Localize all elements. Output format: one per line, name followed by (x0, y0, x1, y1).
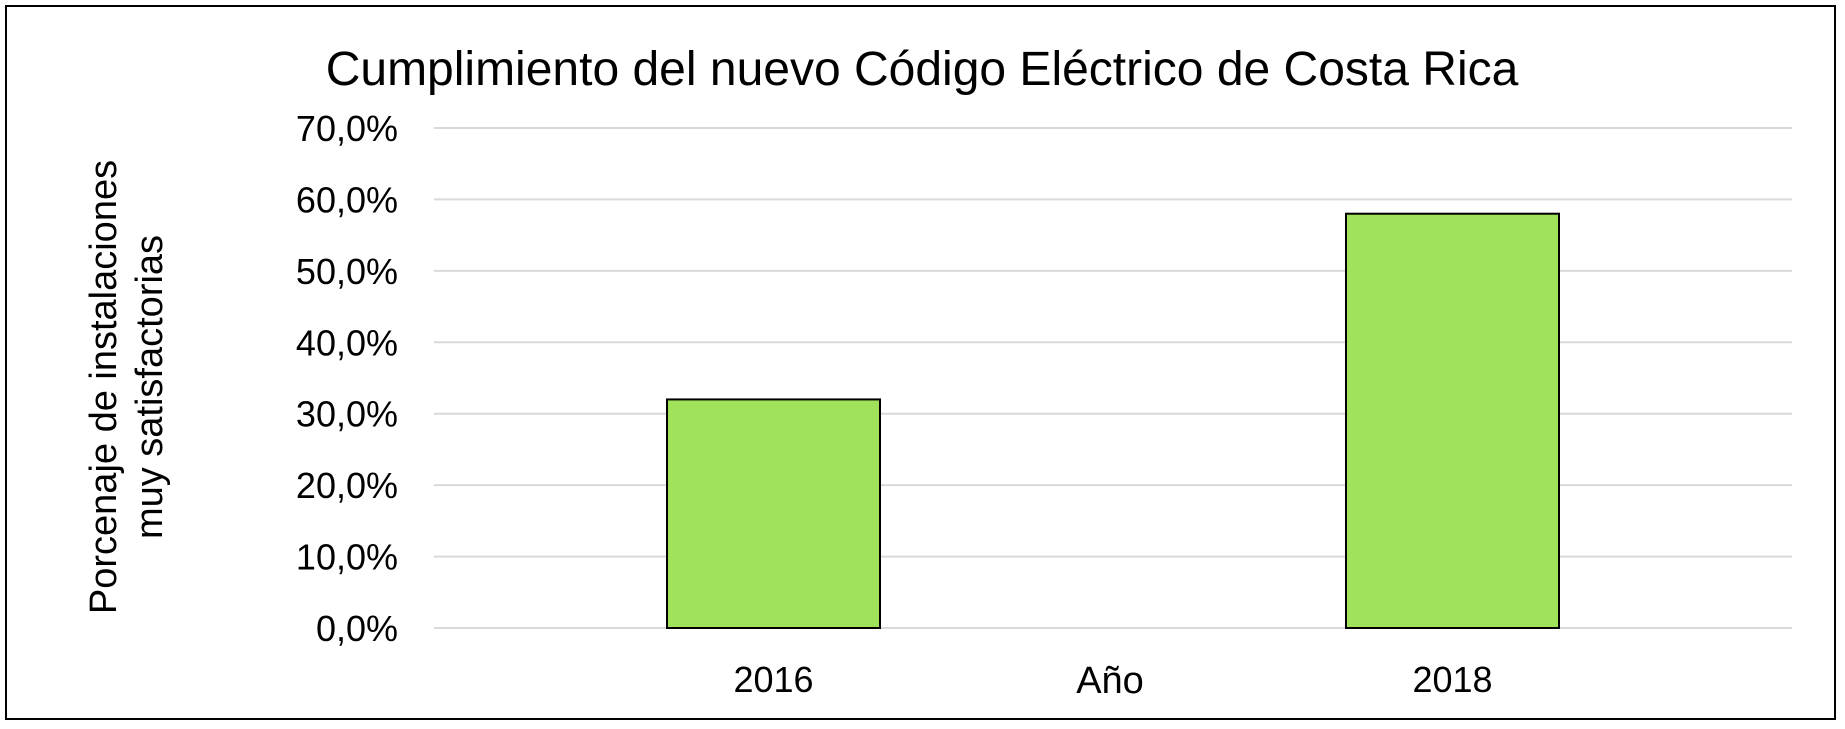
x-tick-label: 2018 (1412, 659, 1492, 700)
x-tick-label: 2016 (733, 659, 813, 700)
bar-2018 (1345, 212, 1560, 629)
y-tick-label: 60,0% (296, 179, 398, 220)
y-tick-label: 40,0% (296, 322, 398, 363)
y-tick-label: 50,0% (296, 251, 398, 292)
y-tick-label: 0,0% (316, 608, 398, 649)
y-axis-ticks: 0,0% 10,0% 20,0% 30,0% 40,0% 50,0% 60,0% 70,0% (296, 108, 398, 649)
y-axis-title-line: muy satisfactorias (129, 235, 171, 539)
chart-title: Cumplimiento del nuevo Código Eléctrico … (326, 43, 1519, 96)
y-axis-title-line: Porcenaje de instalaciones (83, 160, 125, 614)
grid-lines (434, 127, 1792, 629)
y-tick-label: 10,0% (296, 537, 398, 578)
y-axis-title: Porcenaje de instalaciones muy satisfacto… (83, 160, 171, 614)
y-tick-label: 70,0% (296, 108, 398, 149)
x-axis-ticks: 2016 2018 (733, 659, 1492, 700)
bar-2016 (666, 398, 881, 629)
x-axis-title: Año (1076, 660, 1144, 702)
y-tick-label: 20,0% (296, 465, 398, 506)
y-tick-label: 30,0% (296, 394, 398, 435)
bars (666, 212, 1560, 629)
